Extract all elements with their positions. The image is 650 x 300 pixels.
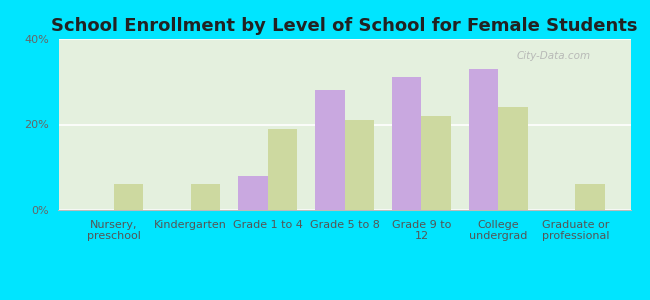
Bar	[268, 129, 297, 210]
Title: School Enrollment by Level of School for Female Students: School Enrollment by Level of School for…	[51, 17, 638, 35]
Bar	[499, 107, 528, 210]
Bar	[239, 176, 268, 210]
Bar	[575, 184, 604, 210]
Bar	[190, 184, 220, 210]
Bar	[392, 77, 421, 210]
Bar	[421, 116, 450, 210]
Bar	[344, 120, 374, 210]
Bar	[114, 184, 143, 210]
Bar	[315, 90, 344, 210]
Text: City-Data.com: City-Data.com	[516, 51, 590, 61]
Bar	[469, 69, 499, 210]
